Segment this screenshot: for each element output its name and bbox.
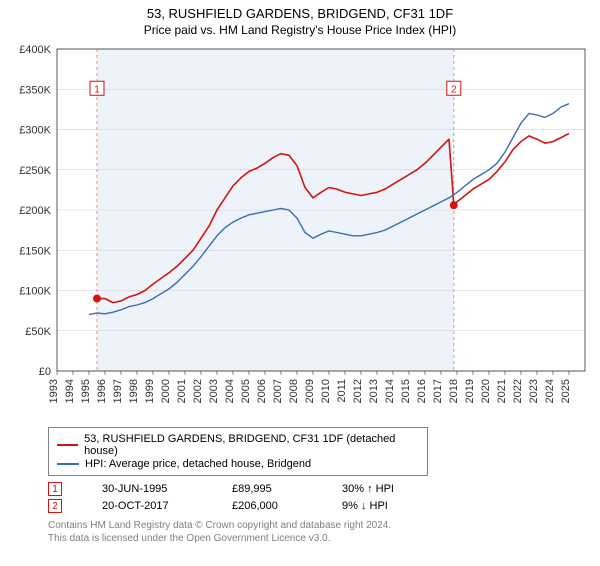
svg-text:2010: 2010 [320,379,332,403]
svg-text:2014: 2014 [384,379,396,403]
svg-text:2013: 2013 [368,379,380,403]
legend-swatch [57,463,79,465]
legend-swatch [57,444,78,446]
svg-text:£200K: £200K [19,205,51,217]
svg-text:1994: 1994 [64,379,76,403]
svg-text:2011: 2011 [336,379,348,403]
svg-text:2001: 2001 [176,379,188,403]
svg-text:2015: 2015 [400,379,412,403]
svg-text:2002: 2002 [192,379,204,403]
svg-text:2006: 2006 [256,379,268,403]
svg-text:2024: 2024 [544,379,556,403]
sales-marker: 1 [48,482,62,496]
svg-text:2023: 2023 [528,379,540,403]
svg-text:2016: 2016 [416,379,428,403]
sale-delta: 9% ↓ HPI [342,500,388,512]
svg-text:2018: 2018 [448,379,460,403]
svg-text:1: 1 [94,84,100,95]
svg-text:£0: £0 [39,366,51,378]
sales-row: 1 30-JUN-1995 £89,995 30% ↑ HPI [48,482,590,496]
legend-label: HPI: Average price, detached house, Brid… [85,458,311,470]
svg-text:2008: 2008 [288,379,300,403]
svg-text:£400K: £400K [19,44,51,56]
line-chart-svg: £0 £50K £100K £150K £200K £250K £300K £350K £400… [5,41,595,421]
chart-area: £0 £50K £100K £150K £200K £250K £300K £350K £400… [5,41,595,421]
svg-text:2012: 2012 [352,379,364,403]
sales-row: 2 20-OCT-2017 £206,000 9% ↓ HPI [48,499,590,513]
svg-text:2022: 2022 [512,379,524,403]
svg-text:1996: 1996 [96,379,108,403]
footnote-line-2: This data is licensed under the Open Gov… [48,532,590,545]
svg-text:2004: 2004 [224,379,236,403]
legend: 53, RUSHFIELD GARDENS, BRIDGEND, CF31 1D… [48,427,428,476]
footnote: Contains HM Land Registry data © Crown c… [48,519,590,545]
svg-text:£150K: £150K [19,245,51,257]
svg-text:2019: 2019 [464,379,476,403]
svg-text:1997: 1997 [112,379,124,403]
svg-text:1999: 1999 [144,379,156,403]
svg-text:£350K: £350K [19,84,51,96]
sale-delta: 30% ↑ HPI [342,483,394,495]
svg-text:£250K: £250K [19,165,51,177]
svg-text:2005: 2005 [240,379,252,403]
svg-text:2020: 2020 [480,379,492,403]
chart-title: 53, RUSHFIELD GARDENS, BRIDGEND, CF31 1D… [0,6,600,21]
sales-table: 1 30-JUN-1995 £89,995 30% ↑ HPI 2 20-OCT-2017… [48,482,590,513]
sale-date: 20-OCT-2017 [102,500,192,512]
svg-text:1998: 1998 [128,379,140,403]
legend-item: HPI: Average price, detached house, Brid… [57,458,419,470]
footnote-line-1: Contains HM Land Registry data © Crown c… [48,519,590,532]
svg-text:2025: 2025 [560,379,572,403]
svg-text:2009: 2009 [304,379,316,403]
legend-item: 53, RUSHFIELD GARDENS, BRIDGEND, CF31 1D… [57,433,419,457]
legend-label: 53, RUSHFIELD GARDENS, BRIDGEND, CF31 1D… [84,433,419,457]
svg-text:1995: 1995 [80,379,92,403]
svg-text:1993: 1993 [48,379,60,403]
svg-text:2021: 2021 [496,379,508,403]
svg-text:2003: 2003 [208,379,220,403]
chart-subtitle: Price paid vs. HM Land Registry's House … [0,23,600,37]
svg-text:£300K: £300K [19,125,51,137]
sales-marker: 2 [48,499,62,513]
svg-text:2007: 2007 [272,379,284,403]
sale-price: £89,995 [232,483,302,495]
chart-container: 53, RUSHFIELD GARDENS, BRIDGEND, CF31 1D… [0,6,600,566]
svg-text:2000: 2000 [160,379,172,403]
svg-text:2: 2 [451,84,457,95]
sale-price: £206,000 [232,500,302,512]
svg-text:£100K: £100K [19,286,51,298]
svg-text:2017: 2017 [432,379,444,403]
svg-text:£50K: £50K [25,326,51,338]
sale-date: 30-JUN-1995 [102,483,192,495]
